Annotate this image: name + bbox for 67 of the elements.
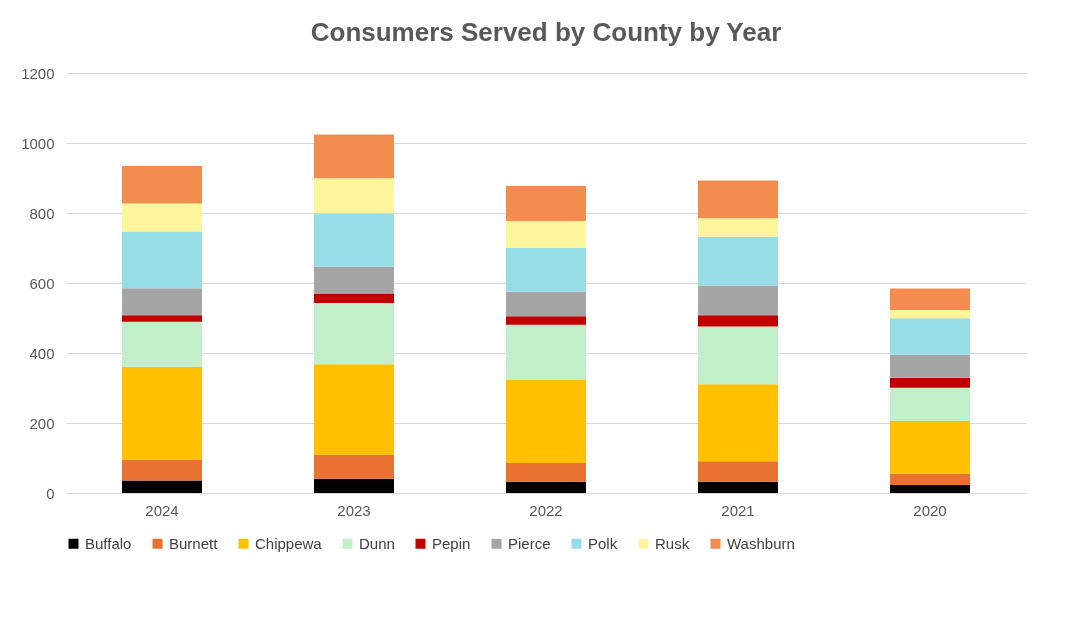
bar [890,318,970,355]
x-tick-label: 2020 [913,501,947,519]
bar [314,134,394,179]
bar [890,354,970,378]
bar [698,180,778,219]
bar [698,236,778,286]
bar [314,302,394,365]
bar [122,166,202,204]
bar [890,309,970,319]
bar [122,367,202,460]
bar [698,315,778,327]
bar [698,481,778,493]
bar [122,315,202,322]
bar [698,285,778,316]
y-tick-label: 1000 [21,134,55,152]
bar [506,379,586,463]
bar [122,459,202,481]
legend-label: Buffalo [85,534,132,552]
legend-label: Rusk [655,534,690,552]
bar [506,247,586,292]
bar [506,462,586,482]
y-tick-label: 200 [29,414,55,432]
bar [890,473,970,485]
bar [122,288,202,316]
bar [506,186,586,222]
legend-label: Pierce [508,534,551,552]
bar [698,326,778,385]
legend-label: Dunn [359,534,395,552]
bar [890,377,970,388]
bar [698,384,778,462]
bar [506,324,586,380]
bar [314,293,394,303]
bar [122,231,202,289]
y-tick-label: 1200 [21,64,55,82]
y-tick-label: 400 [29,344,55,362]
bar [890,484,970,493]
bar [314,178,394,214]
legend-label: Chippewa [255,534,323,552]
bar [698,461,778,482]
x-tick-label: 2023 [337,501,371,519]
legend-label: Washburn [727,534,795,552]
x-tick-label: 2024 [145,501,179,519]
bar [122,321,202,367]
bar [314,364,394,455]
x-tick-label: 2021 [721,501,755,519]
chart-title: Consumers Served by County by Year [310,17,782,47]
bar [506,221,586,248]
bar [122,480,202,493]
legend-label: Pepin [432,534,471,552]
x-tick-label: 2022 [529,501,563,519]
bar [698,218,778,237]
bar [890,288,970,310]
bar [890,387,970,421]
legend-label: Burnett [169,534,219,552]
bar [314,213,394,267]
bar [314,454,394,479]
bar [314,478,394,493]
bar [506,481,586,493]
bar [122,203,202,232]
y-tick-label: 800 [29,204,55,222]
y-tick-label: 0 [46,484,55,502]
bar [506,291,586,317]
bar [506,316,586,325]
bar [314,266,394,294]
y-tick-label: 600 [29,274,55,292]
bar [890,420,970,474]
legend-label: Polk [588,534,618,552]
